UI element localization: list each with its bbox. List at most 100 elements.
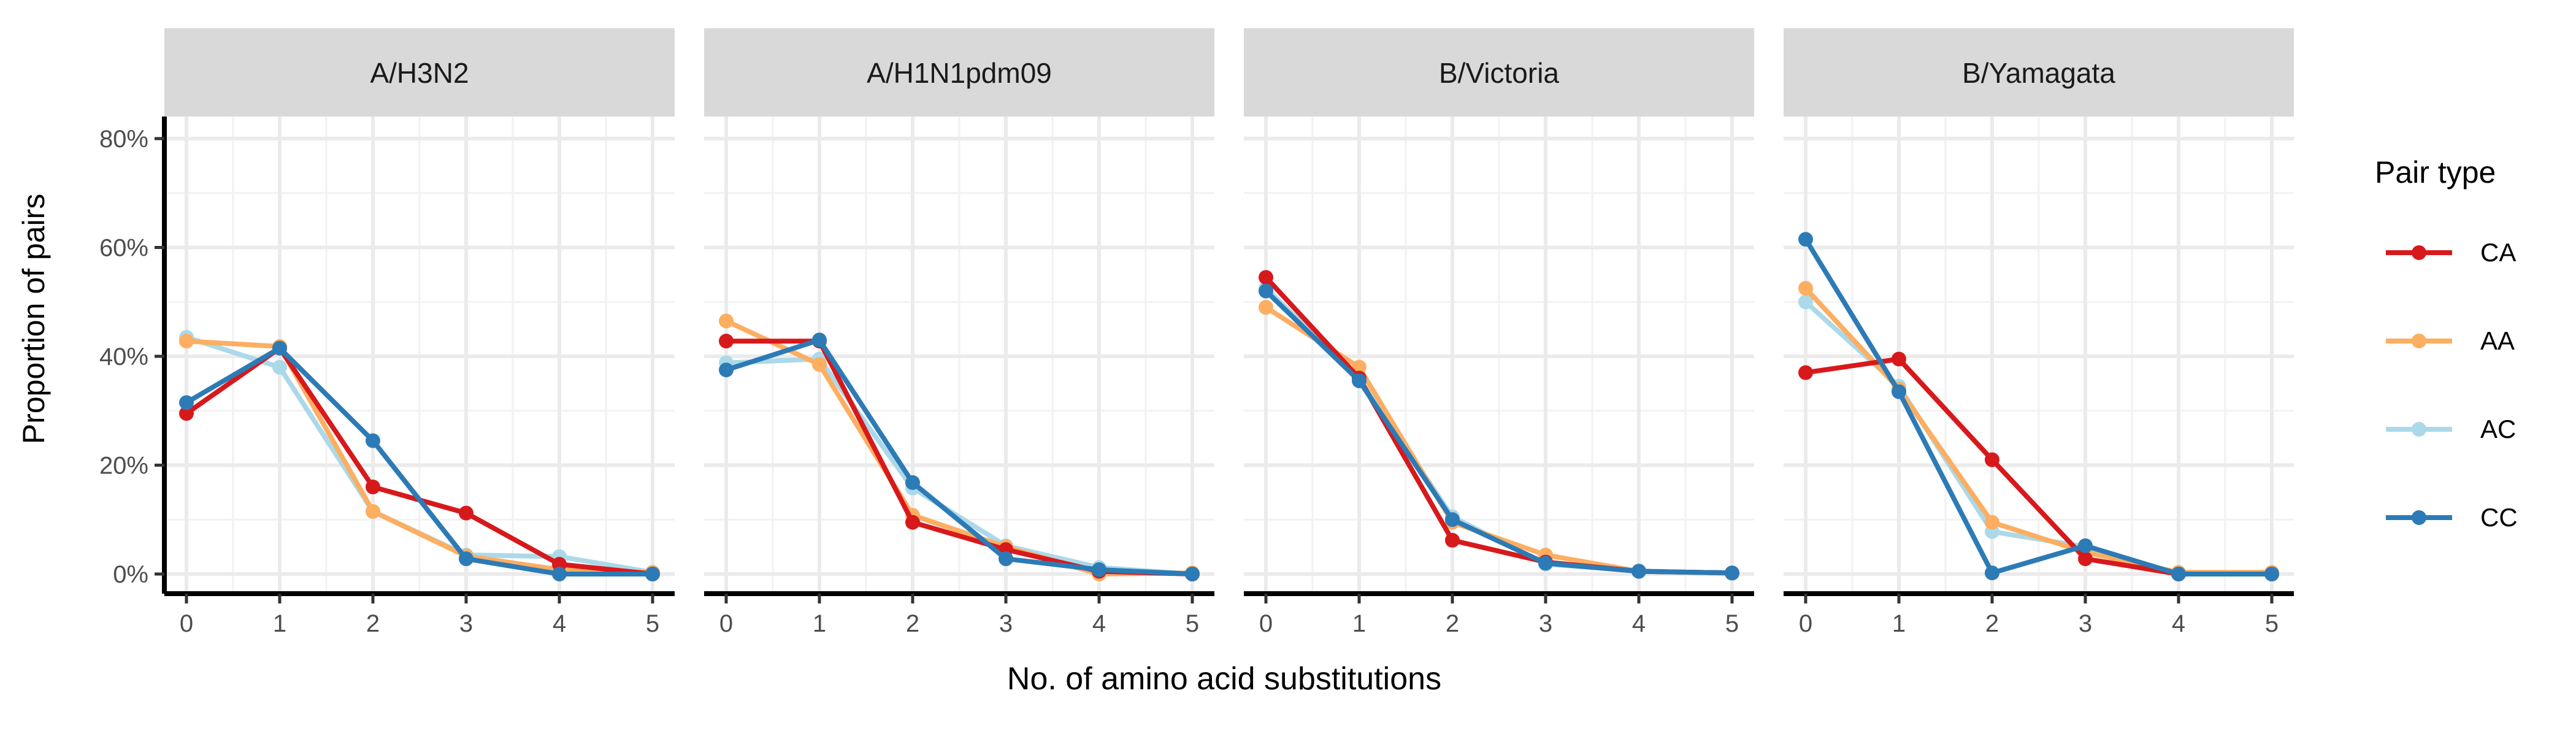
- legend-swatch-point: [2412, 510, 2426, 525]
- legend-swatch-point: [2412, 422, 2426, 437]
- y-tick-label: 40%: [99, 343, 148, 370]
- data-point-AA: [812, 357, 827, 372]
- legend-item-CC: CC: [2386, 503, 2518, 532]
- x-tick-label: 5: [1186, 610, 1199, 637]
- facet-label: A/H3N2: [370, 57, 469, 89]
- x-tick-label: 3: [999, 610, 1013, 637]
- series-line-CC: [1263, 288, 1735, 576]
- data-point-CC: [999, 551, 1013, 567]
- data-point-CC: [1725, 565, 1739, 581]
- x-tick-label: 4: [553, 610, 566, 637]
- x-tick-label: 1: [1892, 610, 1906, 637]
- x-tick-label: 3: [2079, 610, 2092, 637]
- data-point-CA: [1445, 532, 1460, 548]
- data-point-CA: [179, 406, 194, 421]
- data-point-AA: [1798, 281, 1813, 296]
- x-tick-label: 2: [906, 610, 919, 637]
- legend-title: Pair type: [2375, 155, 2496, 190]
- x-tick-label: 4: [2172, 610, 2185, 637]
- x-tick-label: 3: [459, 610, 473, 637]
- data-point-AA: [366, 504, 380, 519]
- x-tick-label: 1: [1352, 610, 1366, 637]
- x-tick-label: 2: [1446, 610, 1459, 637]
- data-point-CA: [2078, 551, 2093, 567]
- data-point-CA: [1892, 351, 1906, 367]
- data-point-AA: [1259, 300, 1273, 315]
- x-tick-label: 0: [719, 610, 733, 637]
- series-line-CC: [184, 345, 655, 576]
- data-point-AC: [272, 359, 287, 375]
- facet-strip: [1244, 28, 1754, 117]
- y-tick-label: 80%: [99, 126, 148, 153]
- facet-strip: [1784, 28, 2294, 117]
- x-tick-label: 1: [813, 610, 826, 637]
- data-point-CC: [552, 567, 567, 581]
- data-point-CA: [459, 505, 473, 521]
- data-point-CC: [366, 433, 380, 448]
- y-tick-label: 0%: [113, 561, 148, 588]
- data-point-CC: [1798, 232, 1813, 247]
- y-tick-label: 60%: [99, 235, 148, 262]
- x-tick-label: 3: [1539, 610, 1552, 637]
- data-point-CC: [272, 340, 287, 356]
- y-axis-label: Proportion of pairs: [17, 194, 51, 445]
- data-point-AC: [1798, 294, 1813, 310]
- y-tick-label: 20%: [99, 453, 148, 480]
- data-point-CC: [1631, 564, 1646, 579]
- data-point-CC: [1985, 565, 1999, 581]
- data-point-CA: [719, 334, 734, 349]
- data-point-CC: [1352, 373, 1367, 388]
- x-tick-label: 0: [1799, 610, 1812, 637]
- x-axis-label: No. of amino acid substitutions: [1007, 661, 1441, 697]
- legend-swatch-point: [2412, 245, 2426, 260]
- x-tick-label: 5: [2265, 610, 2279, 637]
- data-point-CA: [1798, 365, 1813, 380]
- legend-item-AA: AA: [2386, 326, 2515, 355]
- x-tick-label: 5: [1725, 610, 1739, 637]
- panel-3: B/Yamagata 0 1 2 3 4 5: [1784, 28, 2294, 637]
- data-point-CC: [1185, 567, 1200, 581]
- legend: Pair type CA AA AC CC: [2375, 155, 2518, 532]
- x-tick-label: 0: [1259, 610, 1273, 637]
- data-point-CC: [1092, 562, 1106, 577]
- legend-item-AC: AC: [2386, 415, 2516, 443]
- x-tick-label: 4: [1092, 610, 1106, 637]
- data-point-AA: [1985, 515, 1999, 530]
- x-tick-label: 4: [1632, 610, 1646, 637]
- panel-1: A/H1N1pdm09 0 1 2 3 4 5: [704, 28, 1214, 637]
- panels-layer: A/H3N2 0 1 2 3 4 5 0% 20% 40% 60% 80% A/H1N1pdm09 0 1 2…: [99, 28, 2294, 637]
- legend-item-CA: CA: [2386, 238, 2516, 267]
- legend-label: CC: [2480, 503, 2518, 532]
- data-point-CC: [1538, 556, 1553, 571]
- series-line-CC: [1803, 237, 2274, 576]
- data-point-CC: [179, 395, 194, 410]
- x-tick-label: 0: [180, 610, 193, 637]
- data-point-CC: [2171, 567, 2186, 581]
- data-point-AA: [179, 334, 194, 349]
- x-tick-label: 1: [273, 610, 286, 637]
- data-point-AA: [719, 313, 734, 329]
- legend-label: CA: [2480, 238, 2516, 267]
- facet-label: B/Victoria: [1439, 57, 1559, 89]
- data-point-CC: [1892, 384, 1906, 399]
- x-tick-label: 2: [1985, 610, 1999, 637]
- facet-strip: [704, 28, 1214, 117]
- data-point-CC: [459, 551, 473, 567]
- x-tick-label: 5: [646, 610, 659, 637]
- data-point-CC: [719, 362, 734, 378]
- data-point-CC: [2078, 538, 2093, 553]
- legend-label: AA: [2480, 326, 2515, 355]
- series-line-CC: [724, 337, 1195, 576]
- data-point-CC: [812, 332, 827, 348]
- data-point-CC: [905, 475, 920, 490]
- panel-2: B/Victoria 0 1 2 3 4 5: [1244, 28, 1754, 637]
- facet-label: B/Yamagata: [1962, 57, 2115, 89]
- data-point-CA: [1259, 270, 1273, 285]
- panel-0: A/H3N2 0 1 2 3 4 5 0% 20% 40% 60% 80%: [99, 28, 675, 637]
- data-point-CC: [1259, 283, 1273, 299]
- x-tick-label: 2: [366, 610, 380, 637]
- facet-label: A/H1N1pdm09: [867, 57, 1052, 89]
- data-point-CC: [1445, 512, 1460, 527]
